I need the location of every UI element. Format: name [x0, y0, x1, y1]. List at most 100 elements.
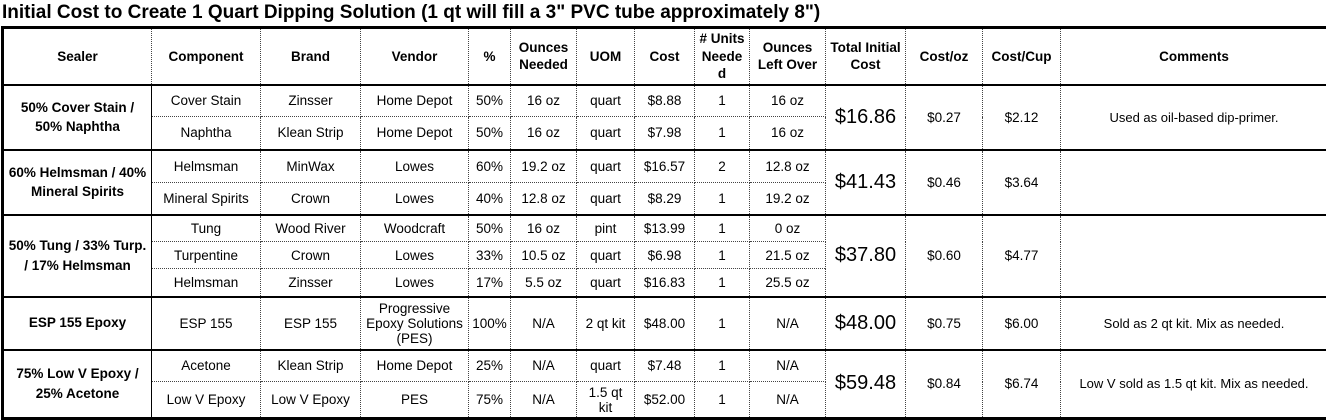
cell-component: Helmsman	[152, 150, 261, 183]
col-header-cost-per-cup: Cost/Cup	[983, 28, 1061, 85]
cell-percent: 75%	[469, 382, 511, 419]
cell-brand: Zinsser	[261, 269, 361, 297]
cell-percent: 50%	[469, 117, 511, 150]
cell-units-needed: 1	[695, 183, 750, 215]
cell-units-needed: 2	[695, 150, 750, 183]
cell-cost: $7.48	[635, 350, 695, 382]
cell-percent: 17%	[469, 269, 511, 297]
cell-component: ESP 155	[152, 297, 261, 350]
page-title: Initial Cost to Create 1 Quart Dipping S…	[0, 0, 1326, 26]
cell-ounces-needed: 16 oz	[511, 117, 577, 150]
cell-percent: 100%	[469, 297, 511, 350]
cell-cost: $8.88	[635, 85, 695, 117]
cell-component: Helmsman	[152, 269, 261, 297]
cell-cost: $52.00	[635, 382, 695, 419]
cell-sealer: 50% Tung / 33% Turp. / 17% Helmsman	[3, 215, 152, 297]
cell-cost: $16.57	[635, 150, 695, 183]
cell-comments	[1061, 150, 1326, 215]
cell-ounces-needed: 16 oz	[511, 85, 577, 117]
col-header-percent: %	[469, 28, 511, 85]
cell-cost-per-oz: $0.27	[906, 85, 983, 150]
table-row: 50% Tung / 33% Turp. / 17% Helmsman Tung…	[3, 215, 1326, 242]
cell-vendor: Lowes	[361, 242, 469, 269]
cell-ounces-needed: N/A	[511, 350, 577, 382]
cell-brand: Wood River	[261, 215, 361, 242]
cell-cost: $6.98	[635, 242, 695, 269]
cell-cost: $13.99	[635, 215, 695, 242]
cell-ounces-needed: 12.8 oz	[511, 183, 577, 215]
cell-units-needed: 1	[695, 382, 750, 419]
table-row: 50% Cover Stain / 50% Naphtha Cover Stai…	[3, 85, 1326, 117]
cell-ounces-needed: 10.5 oz	[511, 242, 577, 269]
cell-comments: Sold as 2 qt kit. Mix as needed.	[1061, 297, 1326, 350]
cell-cost-per-cup: $6.00	[983, 297, 1061, 350]
cell-ounces-needed: 5.5 oz	[511, 269, 577, 297]
col-header-total-initial-cost: Total Initial Cost	[826, 28, 906, 85]
cell-percent: 60%	[469, 150, 511, 183]
cell-ounces-left: 19.2 oz	[750, 183, 826, 215]
cell-ounces-left: 12.8 oz	[750, 150, 826, 183]
cell-ounces-needed: 16 oz	[511, 215, 577, 242]
cell-ounces-needed: N/A	[511, 382, 577, 419]
cell-component: Cover Stain	[152, 85, 261, 117]
cell-vendor: Woodcraft	[361, 215, 469, 242]
col-header-cost: Cost	[635, 28, 695, 85]
cell-cost-per-cup: $4.77	[983, 215, 1061, 297]
cell-percent: 25%	[469, 350, 511, 382]
col-header-vendor: Vendor	[361, 28, 469, 85]
cell-units-needed: 1	[695, 269, 750, 297]
cell-ounces-left: N/A	[750, 350, 826, 382]
cell-sealer: 60% Helmsman / 40% Mineral Spirits	[3, 150, 152, 215]
cell-uom: 1.5 qt kit	[577, 382, 635, 419]
cell-cost-per-cup: $6.74	[983, 350, 1061, 419]
cell-uom: 2 qt kit	[577, 297, 635, 350]
cell-total-initial-cost: $16.86	[826, 85, 906, 150]
cell-component: Low V Epoxy	[152, 382, 261, 419]
cell-brand: MinWax	[261, 150, 361, 183]
cell-percent: 50%	[469, 215, 511, 242]
cell-ounces-left: N/A	[750, 297, 826, 350]
cell-vendor: PES	[361, 382, 469, 419]
cell-brand: Crown	[261, 242, 361, 269]
cell-cost: $16.83	[635, 269, 695, 297]
cell-brand: Klean Strip	[261, 350, 361, 382]
cell-ounces-needed: 19.2 oz	[511, 150, 577, 183]
cell-units-needed: 1	[695, 242, 750, 269]
cell-uom: quart	[577, 242, 635, 269]
cell-comments	[1061, 215, 1326, 297]
table-row: 75% Low V Epoxy / 25% Acetone Acetone Kl…	[3, 350, 1326, 382]
cell-component: Acetone	[152, 350, 261, 382]
cell-ounces-left: 21.5 oz	[750, 242, 826, 269]
col-header-ounces-left: Ounces Left Over	[750, 28, 826, 85]
cost-table: Sealer Component Brand Vendor % Ounces N…	[1, 26, 1326, 420]
cell-cost: $8.29	[635, 183, 695, 215]
cell-sealer: ESP 155 Epoxy	[3, 297, 152, 350]
cell-units-needed: 1	[695, 85, 750, 117]
col-header-ounces-needed: Ounces Needed	[511, 28, 577, 85]
cell-component: Mineral Spirits	[152, 183, 261, 215]
cell-brand: Klean Strip	[261, 117, 361, 150]
cell-units-needed: 1	[695, 297, 750, 350]
cell-total-initial-cost: $48.00	[826, 297, 906, 350]
cell-vendor: Home Depot	[361, 117, 469, 150]
cell-uom: quart	[577, 150, 635, 183]
cell-cost-per-oz: $0.75	[906, 297, 983, 350]
cell-vendor: Lowes	[361, 269, 469, 297]
col-header-units-needed: # Units Needed	[695, 28, 750, 85]
cell-units-needed: 1	[695, 215, 750, 242]
table-row: 60% Helmsman / 40% Mineral Spirits Helms…	[3, 150, 1326, 183]
header-row: Sealer Component Brand Vendor % Ounces N…	[3, 28, 1326, 85]
cell-total-initial-cost: $41.43	[826, 150, 906, 215]
cell-ounces-left: N/A	[750, 382, 826, 419]
cell-cost-per-cup: $3.64	[983, 150, 1061, 215]
cell-cost-per-oz: $0.84	[906, 350, 983, 419]
cell-sealer: 50% Cover Stain / 50% Naphtha	[3, 85, 152, 150]
cell-cost-per-oz: $0.60	[906, 215, 983, 297]
cell-percent: 40%	[469, 183, 511, 215]
cell-component: Turpentine	[152, 242, 261, 269]
table-row: ESP 155 Epoxy ESP 155 ESP 155 Progressiv…	[3, 297, 1326, 350]
cell-ounces-left: 16 oz	[750, 117, 826, 150]
cell-brand: Low V Epoxy	[261, 382, 361, 419]
cell-uom: quart	[577, 269, 635, 297]
cell-ounces-left: 16 oz	[750, 85, 826, 117]
